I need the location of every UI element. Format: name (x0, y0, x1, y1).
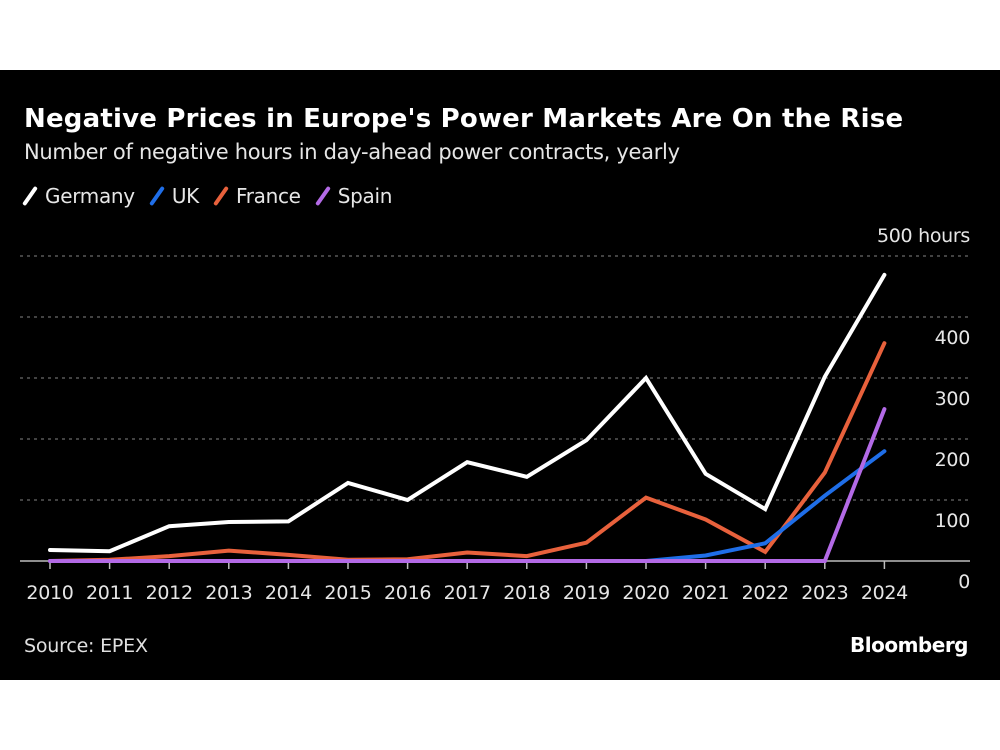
legend: Germany UK France Spain (22, 184, 406, 208)
legend-item-germany: Germany (22, 184, 135, 208)
series-line-spain (48, 407, 887, 563)
y-tick-label: 400 (935, 327, 970, 349)
x-tick-label: 2021 (682, 582, 729, 604)
source-note: Source: EPEX (24, 635, 148, 657)
x-tick-label: 2010 (26, 582, 73, 604)
x-tick-label: 2024 (861, 582, 908, 604)
bloomberg-logo: Bloomberg (850, 633, 968, 657)
y-tick-label: 0 (958, 571, 970, 593)
x-tick-label: 2022 (742, 582, 789, 604)
x-tick-label: 2017 (444, 582, 491, 604)
legend-item-france: France (213, 184, 301, 208)
legend-item-spain: Spain (315, 184, 393, 208)
x-tick-label: 2012 (146, 582, 193, 604)
series-lines (48, 272, 887, 563)
x-tick-label: 2016 (384, 582, 431, 604)
gridlines (20, 255, 970, 501)
y-tick-label: 300 (935, 388, 970, 410)
legend-label: Germany (45, 184, 135, 208)
series-line-france (48, 341, 887, 563)
legend-label: UK (171, 184, 199, 208)
y-tick-label: 500 hours (877, 225, 970, 247)
legend-label: France (235, 184, 301, 208)
chart-title: Negative Prices in Europe's Power Market… (24, 104, 904, 134)
chart-panel: Negative Prices in Europe's Power Market… (0, 70, 1000, 680)
x-tick-label: 2013 (205, 582, 252, 604)
y-tick-label: 200 (935, 449, 970, 471)
line-chart: 2010 2011 2012 2013 2014 2015 2016 2017 2018 2019… (20, 225, 970, 604)
x-tick-label: 2015 (324, 582, 371, 604)
x-axis: 2010 2011 2012 2013 2014 2015 2016 2017 2018 2019… (20, 560, 970, 604)
y-tick-label: 100 (935, 510, 970, 532)
series-line-germany (48, 272, 887, 554)
x-tick-label: 2014 (265, 582, 312, 604)
x-tick-label: 2023 (801, 582, 848, 604)
chart-subtitle: Number of negative hours in day-ahead po… (24, 140, 680, 164)
legend-item-uk: UK (149, 184, 199, 208)
y-axis-labels: 0 100 200 300 400 500 hours (877, 225, 970, 593)
legend-label: Spain (337, 184, 393, 208)
x-tick-label: 2019 (563, 582, 610, 604)
x-tick-label: 2018 (503, 582, 550, 604)
x-tick-label: 2011 (86, 582, 133, 604)
x-tick-label: 2020 (622, 582, 669, 604)
